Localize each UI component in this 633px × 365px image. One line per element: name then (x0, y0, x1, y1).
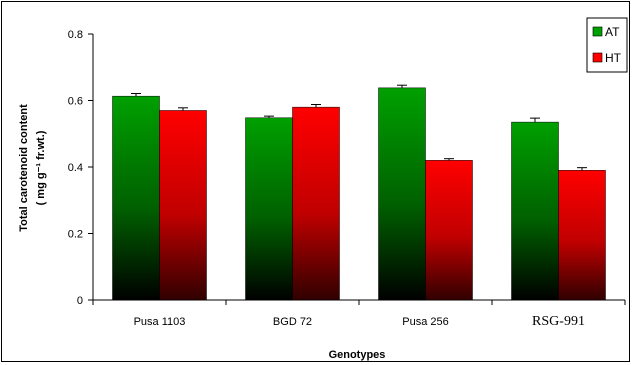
legend-label-ht: HT (605, 51, 622, 65)
y-axis-unit: ( mg g⁻¹ fr.wt.) (35, 130, 47, 205)
bar-at (245, 117, 293, 301)
y-tick-label: 0.8 (68, 29, 83, 41)
legend-swatch-at (592, 26, 603, 37)
bar-at (511, 121, 559, 301)
bar-ht (292, 106, 340, 301)
x-axis: Pusa 1103 BGD 72 Pusa 256 RSG-991 (92, 299, 626, 329)
legend-swatch-ht (592, 52, 603, 63)
y-tick-label: 0.4 (68, 162, 83, 174)
y-tick-label: 0.6 (68, 96, 83, 108)
bar-at (378, 87, 426, 301)
y-tick-label: 0.2 (68, 229, 83, 241)
y-tick-label: 0 (77, 295, 83, 307)
legend-label-at: AT (605, 25, 620, 39)
bar-ht (159, 110, 207, 301)
bars (112, 84, 606, 301)
bar-at (112, 95, 160, 301)
x-category-label: Pusa 1103 (134, 316, 186, 328)
bar-ht (425, 160, 473, 301)
x-category-label: RSG-991 (532, 314, 585, 329)
x-category-label: BGD 72 (273, 316, 312, 328)
x-axis-title: Genotypes (329, 349, 386, 361)
y-axis: 0 0.2 0.4 0.6 0.8 (68, 29, 94, 307)
legend: AT HT (586, 17, 628, 73)
x-category-label: Pusa 256 (402, 316, 448, 328)
y-axis-title: Total carotenoid content (18, 104, 30, 232)
bar-ht (558, 170, 606, 301)
